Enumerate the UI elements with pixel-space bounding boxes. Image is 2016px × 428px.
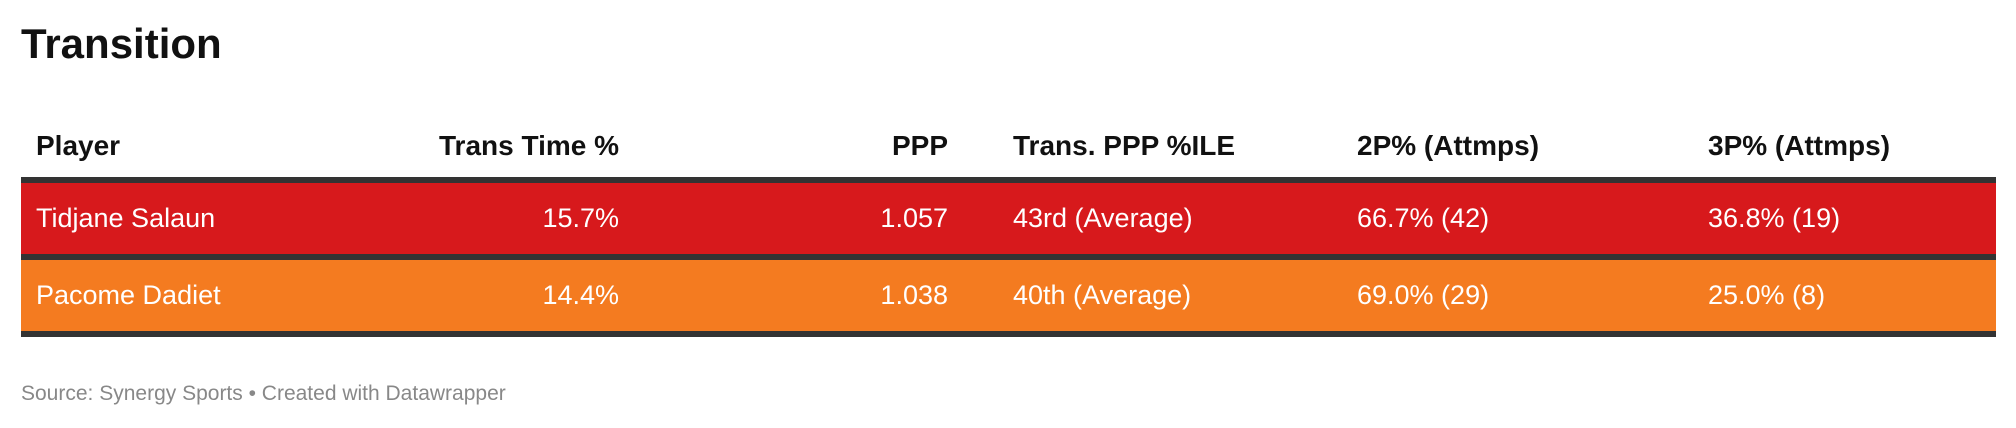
- header-row: Player Trans Time % PPP Trans. PPP %ILE 2P% …: [21, 115, 1996, 183]
- table-cell: 66.7% (42): [1357, 203, 1490, 233]
- table-cell: 36.8% (19): [1708, 203, 1841, 233]
- table-cell: 1.057: [880, 203, 948, 233]
- header-cell: Trans Time %: [438, 130, 619, 161]
- header-cell: Player: [36, 130, 121, 161]
- table-cell: 25.0% (8): [1708, 280, 1826, 310]
- table-cell: Tidjane Salaun: [36, 203, 216, 233]
- table-row: Pacome Dadiet 14.4% 1.038 40th (Average) 69.…: [21, 260, 1996, 337]
- header-cell: 3P% (Attmps): [1708, 130, 1891, 161]
- table: Player Trans Time % PPP Trans. PPP %ILE 2P% …: [21, 115, 1996, 337]
- header-cell: Trans. PPP %ILE: [1013, 130, 1236, 161]
- table-cell: 43rd (Average): [1013, 203, 1193, 233]
- title: Transition: [21, 20, 222, 67]
- header-cell: PPP: [891, 130, 948, 161]
- table-cell: 1.038: [880, 280, 948, 310]
- table-cell: 40th (Average): [1013, 280, 1192, 310]
- table-cell: 15.7%: [542, 203, 619, 233]
- table-cell: Pacome Dadiet: [36, 280, 221, 310]
- source: Source: Synergy Sports • Created with Da…: [21, 382, 506, 405]
- table-row: Tidjane Salaun 15.7% 1.057 43rd (Average) 66…: [21, 183, 1996, 260]
- header-cell: 2P% (Attmps): [1357, 130, 1540, 161]
- table-cell: 14.4%: [542, 280, 619, 310]
- table-cell: 69.0% (29): [1357, 280, 1490, 310]
